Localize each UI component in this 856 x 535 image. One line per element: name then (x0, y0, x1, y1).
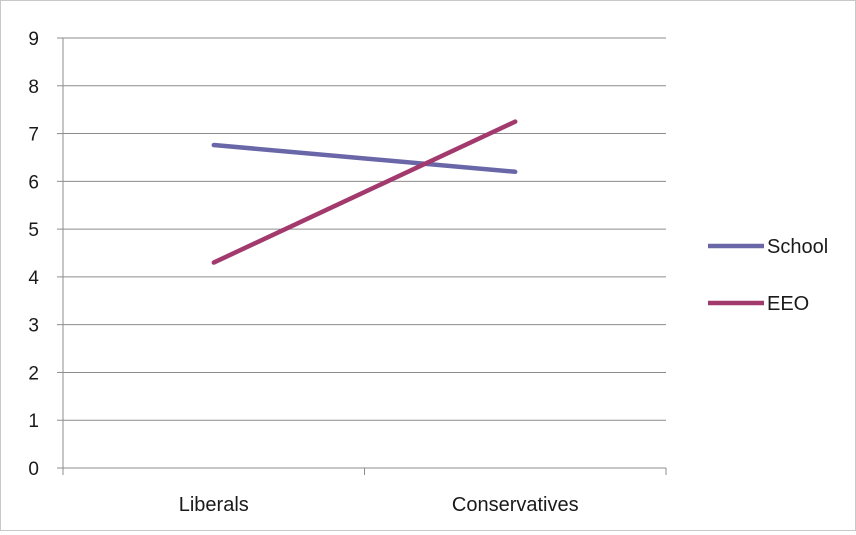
y-tick-label: 8 (28, 77, 39, 98)
series-line-school (213, 142, 516, 175)
y-tick-label: 9 (28, 29, 39, 50)
gridlines (63, 37, 666, 421)
legend: School EEO (708, 236, 828, 315)
data-point-school (211, 142, 216, 148)
y-tick-label: 7 (28, 125, 39, 146)
y-tick-label: 6 (28, 172, 39, 193)
data-point-school (513, 169, 518, 174)
y-tick-label: 3 (28, 316, 39, 337)
series-lines (211, 119, 518, 265)
data-point-eeo (211, 260, 216, 265)
legend-label-school: School (767, 236, 828, 258)
x-category-label: Conservatives (452, 494, 579, 516)
series-line-eeo (212, 119, 517, 265)
data-point-eeo (513, 119, 518, 124)
x-category-label: Liberals (179, 494, 249, 516)
axes: 0 1 2 3 4 5 6 7 8 9 Liberals Conservatives (28, 29, 667, 516)
y-tick-label: 2 (28, 363, 39, 384)
y-tick-label: 5 (28, 220, 39, 241)
y-tick-label: 1 (28, 411, 39, 432)
y-tick-label: 0 (28, 459, 39, 480)
y-tick-label: 4 (28, 268, 39, 289)
legend-label-eeo: EEO (767, 293, 809, 315)
